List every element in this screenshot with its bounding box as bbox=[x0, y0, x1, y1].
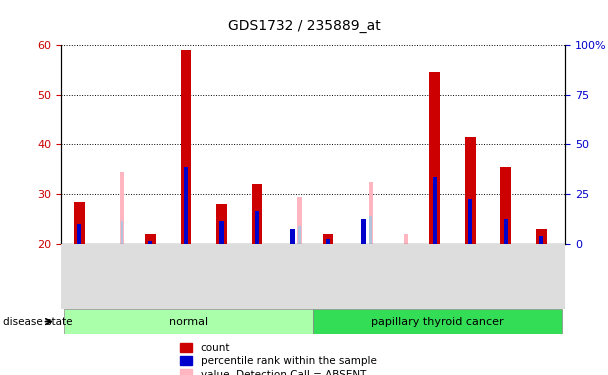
Bar bbox=[326, 239, 330, 244]
Bar bbox=[216, 204, 227, 244]
Text: normal: normal bbox=[169, 316, 209, 327]
Bar bbox=[465, 137, 475, 244]
Bar bbox=[120, 221, 123, 244]
Bar bbox=[539, 236, 544, 244]
Bar bbox=[313, 309, 562, 334]
Bar bbox=[148, 241, 153, 244]
Bar bbox=[120, 172, 124, 244]
Bar bbox=[297, 196, 302, 244]
Bar bbox=[252, 184, 262, 244]
Bar bbox=[536, 229, 547, 244]
Bar bbox=[298, 226, 301, 244]
Legend: count, percentile rank within the sample, value, Detection Call = ABSENT, rank, : count, percentile rank within the sample… bbox=[180, 343, 376, 375]
Bar bbox=[468, 199, 472, 244]
Bar bbox=[500, 167, 511, 244]
Bar bbox=[503, 219, 508, 244]
Text: disease state: disease state bbox=[3, 316, 72, 327]
Bar bbox=[219, 221, 224, 244]
Text: GDS1732 / 235889_at: GDS1732 / 235889_at bbox=[227, 19, 381, 33]
Bar bbox=[429, 72, 440, 244]
Text: papillary thyroid cancer: papillary thyroid cancer bbox=[371, 316, 504, 327]
Bar bbox=[74, 201, 85, 244]
Bar bbox=[145, 234, 156, 244]
Bar bbox=[432, 177, 437, 244]
Bar bbox=[369, 216, 372, 244]
Bar bbox=[368, 182, 373, 244]
Bar bbox=[77, 224, 81, 244]
Bar bbox=[64, 309, 313, 334]
Bar bbox=[361, 219, 366, 244]
Bar bbox=[291, 229, 295, 244]
Bar bbox=[181, 50, 192, 244]
Bar bbox=[184, 167, 188, 244]
Bar bbox=[323, 234, 333, 244]
Bar bbox=[255, 211, 259, 244]
Bar bbox=[404, 234, 409, 244]
